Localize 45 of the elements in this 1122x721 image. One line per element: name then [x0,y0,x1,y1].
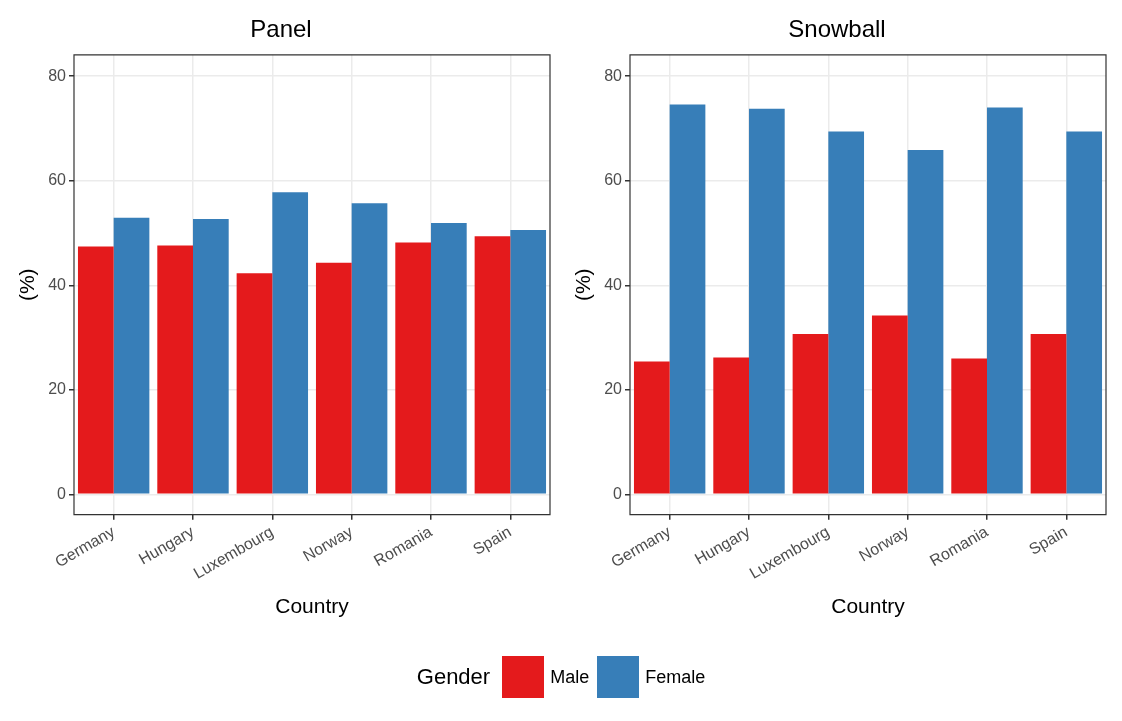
legend-label: Female [645,666,706,688]
x-axis-title: Country [275,594,350,618]
y-axis-title: (%) [571,268,595,302]
y-tick-label: 80 [48,66,67,84]
bar [77,246,114,494]
y-tick-label: 20 [48,380,67,398]
y-tick-label: 20 [604,380,623,398]
bar [1030,333,1067,494]
bar [792,333,829,494]
y-tick-label: 0 [613,484,623,502]
bar [351,203,388,494]
y-tick-label: 80 [604,66,623,84]
bar [236,273,273,494]
bar [157,245,193,494]
bar [395,242,431,494]
bar [713,357,749,494]
y-axis-title: (%) [15,268,39,302]
bar [510,229,547,494]
bar [272,192,309,494]
bar [987,107,1023,494]
legend-title: Gender [416,664,491,690]
legend-label: Male [550,666,590,688]
bar [828,131,865,494]
chart-title: Panel [250,15,312,43]
bar [749,108,785,494]
y-tick-label: 0 [57,484,67,502]
bar [669,104,706,494]
y-tick-label: 60 [48,171,67,189]
bar [315,262,352,494]
x-axis-title: Country [831,594,906,618]
x-tick-label: Spain [1026,522,1071,558]
bar [907,149,944,494]
bar [193,218,229,494]
y-tick-label: 60 [604,171,623,189]
bar [633,361,670,494]
bar [951,358,987,494]
bar [871,315,908,494]
chart-title: Snowball [788,15,886,43]
bar [113,217,150,494]
y-tick-label: 40 [604,275,623,293]
x-tick-label: Spain [470,522,515,558]
bar [474,236,511,494]
y-tick-label: 40 [48,275,67,293]
bar [1066,131,1103,494]
bar [431,223,467,494]
